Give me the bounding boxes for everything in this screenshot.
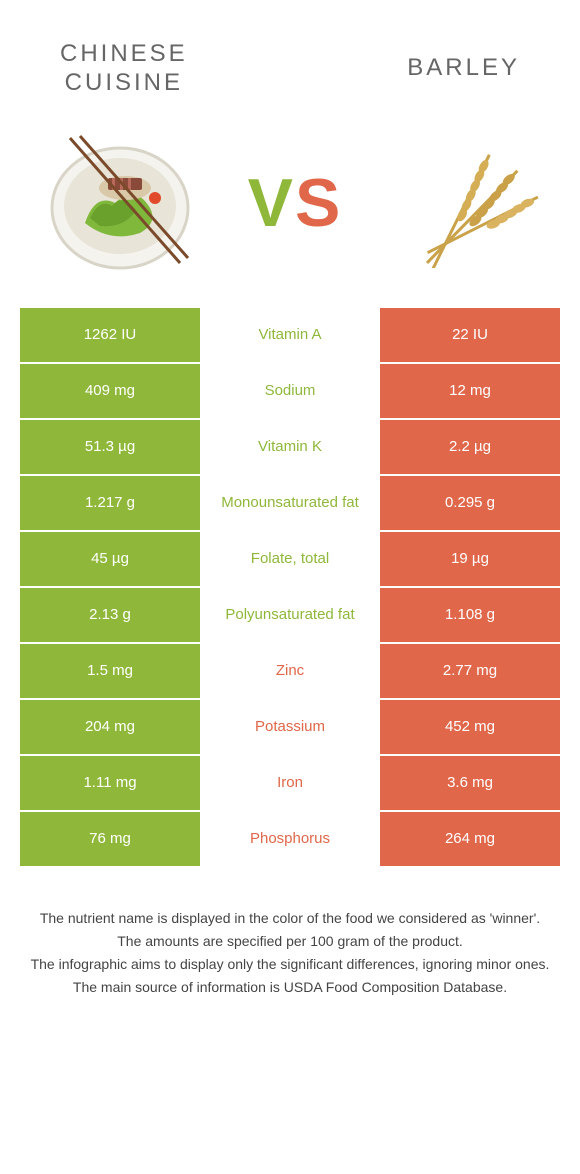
- nutrient-label: Iron: [200, 756, 380, 812]
- bowl-icon: [40, 128, 200, 278]
- right-value: 0.295 g: [380, 476, 560, 532]
- barley-icon: [390, 138, 550, 268]
- table-row: 51.3 µgVitamin K2.2 µg: [20, 420, 560, 476]
- right-value: 2.77 mg: [380, 644, 560, 700]
- right-value: 12 mg: [380, 364, 560, 420]
- table-row: 45 µgFolate, total19 µg: [20, 532, 560, 588]
- left-title-line2: CUISINE: [65, 69, 183, 96]
- nutrient-label: Sodium: [200, 364, 380, 420]
- left-food-title: CHINESE CUISINE: [60, 40, 188, 98]
- header: CHINESE CUISINE BARLEY: [0, 0, 580, 118]
- left-value: 1.11 mg: [20, 756, 200, 812]
- table-row: 1.217 gMonounsaturated fat0.295 g: [20, 476, 560, 532]
- left-food-image: [40, 128, 200, 278]
- right-value: 19 µg: [380, 532, 560, 588]
- right-value: 3.6 mg: [380, 756, 560, 812]
- vs-s: S: [295, 165, 342, 241]
- nutrient-label: Polyunsaturated fat: [200, 588, 380, 644]
- left-value: 1.5 mg: [20, 644, 200, 700]
- left-title-line1: CHINESE: [60, 40, 188, 67]
- nutrient-label: Phosphorus: [200, 812, 380, 868]
- right-value: 264 mg: [380, 812, 560, 868]
- footnotes: The nutrient name is displayed in the co…: [30, 908, 550, 998]
- nutrient-label: Monounsaturated fat: [200, 476, 380, 532]
- right-food-image: [390, 128, 550, 278]
- right-value: 22 IU: [380, 308, 560, 364]
- left-value: 409 mg: [20, 364, 200, 420]
- nutrient-label: Potassium: [200, 700, 380, 756]
- table-row: 1.5 mgZinc2.77 mg: [20, 644, 560, 700]
- footnote-line: The main source of information is USDA F…: [30, 977, 550, 998]
- nutrient-label: Zinc: [200, 644, 380, 700]
- footnote-line: The nutrient name is displayed in the co…: [30, 908, 550, 929]
- left-value: 2.13 g: [20, 588, 200, 644]
- vs-label: VS: [248, 164, 343, 242]
- nutrient-label: Vitamin A: [200, 308, 380, 364]
- right-value: 2.2 µg: [380, 420, 560, 476]
- right-value: 452 mg: [380, 700, 560, 756]
- left-value: 204 mg: [20, 700, 200, 756]
- nutrient-label: Vitamin K: [200, 420, 380, 476]
- vs-v: V: [248, 165, 295, 241]
- nutrient-label: Folate, total: [200, 532, 380, 588]
- comparison-table: 1262 IUVitamin A22 IU409 mgSodium12 mg51…: [20, 308, 560, 868]
- left-value: 51.3 µg: [20, 420, 200, 476]
- left-value: 1262 IU: [20, 308, 200, 364]
- table-row: 204 mgPotassium452 mg: [20, 700, 560, 756]
- footnote-line: The amounts are specified per 100 gram o…: [30, 931, 550, 952]
- images-row: VS: [0, 118, 580, 308]
- right-food-title: BARLEY: [407, 54, 520, 83]
- table-row: 1.11 mgIron3.6 mg: [20, 756, 560, 812]
- left-value: 76 mg: [20, 812, 200, 868]
- table-row: 1262 IUVitamin A22 IU: [20, 308, 560, 364]
- table-row: 409 mgSodium12 mg: [20, 364, 560, 420]
- right-value: 1.108 g: [380, 588, 560, 644]
- table-row: 2.13 gPolyunsaturated fat1.108 g: [20, 588, 560, 644]
- table-row: 76 mgPhosphorus264 mg: [20, 812, 560, 868]
- left-value: 45 µg: [20, 532, 200, 588]
- footnote-line: The infographic aims to display only the…: [30, 954, 550, 975]
- left-value: 1.217 g: [20, 476, 200, 532]
